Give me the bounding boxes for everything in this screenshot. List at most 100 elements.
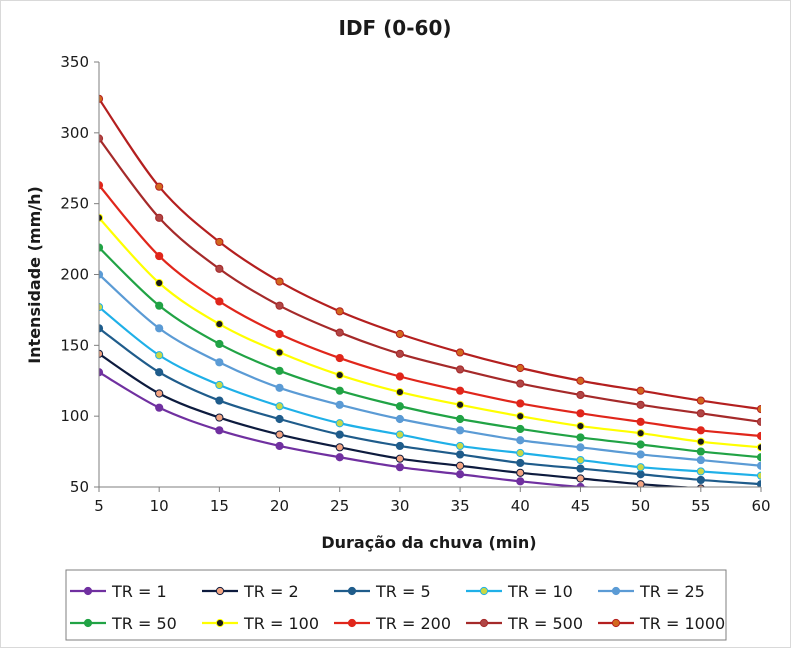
- data-point: [275, 348, 284, 357]
- data-point: [696, 409, 705, 418]
- y-tick-label: 100: [60, 407, 89, 425]
- data-point: [696, 467, 705, 476]
- legend-label: TR = 2: [243, 582, 299, 601]
- legend-swatch-marker: [347, 586, 357, 596]
- legend: TR = 1 TR = 2 TR = 5 TR = 10 TR = 25 TR = 50 T…: [65, 569, 727, 641]
- series-tr-200: [99, 181, 761, 441]
- legend-item-tr-2: TR = 2: [202, 582, 299, 601]
- data-point: [516, 379, 525, 388]
- data-point: [636, 400, 645, 409]
- y-tick-label: 150: [60, 336, 89, 354]
- data-point: [516, 363, 525, 373]
- data-point: [275, 414, 284, 424]
- data-point: [576, 433, 585, 442]
- legend-swatch-marker: [83, 586, 93, 596]
- legend-item-tr-100: TR = 100: [202, 614, 319, 633]
- data-point: [275, 441, 284, 451]
- data-point: [335, 328, 344, 337]
- legend-item-tr-1000: TR = 1000: [598, 614, 725, 633]
- legend-item-tr-25: TR = 25: [598, 582, 705, 601]
- data-point: [215, 264, 224, 273]
- data-point: [636, 480, 645, 487]
- legend-label: TR = 5: [375, 582, 431, 601]
- data-point: [215, 413, 224, 422]
- legend-label: TR = 10: [507, 582, 573, 601]
- legend-swatch-marker: [347, 618, 357, 628]
- data-point: [576, 455, 585, 465]
- data-point: [516, 399, 525, 408]
- data-point: [696, 455, 705, 465]
- legend-label: TR = 500: [507, 614, 583, 633]
- x-tick-label: 30: [390, 497, 409, 515]
- data-point: [395, 372, 405, 381]
- plot-area: 5 10 15 20 25 30 35 40 45 50 55 60 50 100 150 200 250 30…: [60, 53, 770, 515]
- data-point: [275, 430, 284, 439]
- legend-swatch-marker: [479, 618, 489, 628]
- data-point: [455, 450, 465, 459]
- data-point: [395, 441, 405, 451]
- data-point: [215, 297, 224, 306]
- data-point: [395, 329, 405, 339]
- data-point: [696, 396, 705, 405]
- x-tick-label: 25: [330, 497, 349, 515]
- legend-label: TR = 50: [111, 614, 177, 633]
- data-point: [516, 424, 525, 434]
- legend-item-tr-10: TR = 10: [466, 582, 573, 601]
- data-point: [455, 400, 465, 409]
- data-point: [636, 386, 645, 395]
- data-point: [395, 387, 405, 397]
- series-line: [99, 137, 761, 423]
- data-point: [155, 368, 164, 377]
- data-point: [275, 402, 284, 411]
- data-point: [516, 477, 525, 486]
- data-point: [155, 403, 164, 412]
- data-point: [335, 443, 344, 452]
- x-tick-label: 10: [150, 497, 169, 515]
- data-point: [215, 339, 224, 349]
- data-point: [576, 464, 585, 473]
- legend-label: TR = 1: [111, 582, 167, 601]
- series-tr-10: [99, 302, 761, 480]
- data-point: [455, 386, 465, 395]
- series-tr-25: [99, 270, 761, 470]
- x-tick-label: 40: [511, 497, 530, 515]
- data-point: [275, 329, 284, 339]
- legend-label: TR = 1000: [639, 614, 725, 633]
- x-tick-label: 5: [94, 497, 104, 515]
- data-point: [636, 470, 645, 479]
- data-point: [155, 301, 164, 310]
- y-tick-label: 50: [70, 478, 89, 496]
- data-point: [335, 386, 344, 395]
- data-point: [215, 426, 224, 435]
- data-point: [455, 470, 465, 479]
- x-tick-label: 45: [571, 497, 590, 515]
- data-point: [215, 380, 224, 390]
- series-tr-1: [99, 368, 595, 487]
- legend-swatch-marker: [83, 618, 93, 628]
- data-point: [576, 376, 585, 385]
- series-tr-5: [99, 324, 761, 487]
- data-point: [756, 417, 761, 426]
- y-tick-label: 350: [60, 53, 89, 71]
- data-point: [576, 474, 585, 483]
- data-point: [215, 237, 224, 247]
- data-point: [275, 301, 284, 310]
- legend-label: TR = 200: [375, 614, 451, 633]
- data-point: [576, 443, 585, 452]
- x-tick-label: 15: [210, 497, 229, 515]
- data-point: [756, 471, 761, 480]
- data-point: [215, 358, 224, 367]
- y-tick-label: 200: [60, 266, 89, 284]
- legend-item-tr-5: TR = 5: [334, 582, 431, 601]
- legend-swatch-marker: [215, 586, 225, 596]
- series-tr-100: [99, 213, 761, 452]
- data-point: [275, 277, 284, 286]
- legend-swatch-marker: [611, 618, 621, 628]
- data-point: [516, 412, 525, 421]
- data-point: [335, 370, 344, 380]
- x-tick-label: 55: [691, 497, 710, 515]
- x-tick-label: 20: [270, 497, 289, 515]
- data-point: [696, 475, 705, 485]
- data-point: [335, 430, 344, 439]
